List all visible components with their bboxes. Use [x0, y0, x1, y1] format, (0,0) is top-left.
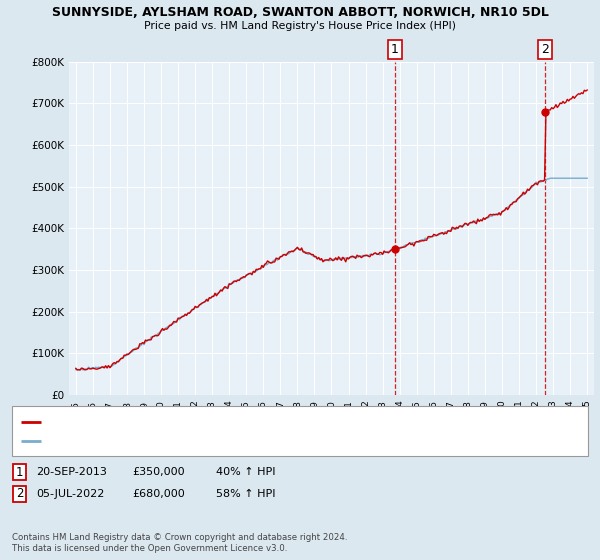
Text: 20-SEP-2013: 20-SEP-2013 [36, 467, 107, 477]
Text: 1: 1 [391, 43, 399, 56]
Text: 40% ↑ HPI: 40% ↑ HPI [216, 467, 275, 477]
Text: 2: 2 [541, 43, 548, 56]
Text: SUNNYSIDE, AYLSHAM ROAD, SWANTON ABBOTT, NORWICH, NR10 5DL: SUNNYSIDE, AYLSHAM ROAD, SWANTON ABBOTT,… [52, 6, 548, 18]
Text: 1: 1 [16, 465, 23, 479]
Text: HPI: Average price, detached house, North Norfolk: HPI: Average price, detached house, Nort… [45, 436, 291, 446]
Text: SUNNYSIDE, AYLSHAM ROAD, SWANTON ABBOTT, NORWICH, NR10 5DL (detached house: SUNNYSIDE, AYLSHAM ROAD, SWANTON ABBOTT,… [45, 417, 479, 427]
Text: 2: 2 [16, 487, 23, 501]
Text: 05-JUL-2022: 05-JUL-2022 [36, 489, 104, 499]
Text: £680,000: £680,000 [132, 489, 185, 499]
Text: £350,000: £350,000 [132, 467, 185, 477]
Text: Contains HM Land Registry data © Crown copyright and database right 2024.
This d: Contains HM Land Registry data © Crown c… [12, 533, 347, 553]
Text: Price paid vs. HM Land Registry's House Price Index (HPI): Price paid vs. HM Land Registry's House … [144, 21, 456, 31]
Text: 58% ↑ HPI: 58% ↑ HPI [216, 489, 275, 499]
